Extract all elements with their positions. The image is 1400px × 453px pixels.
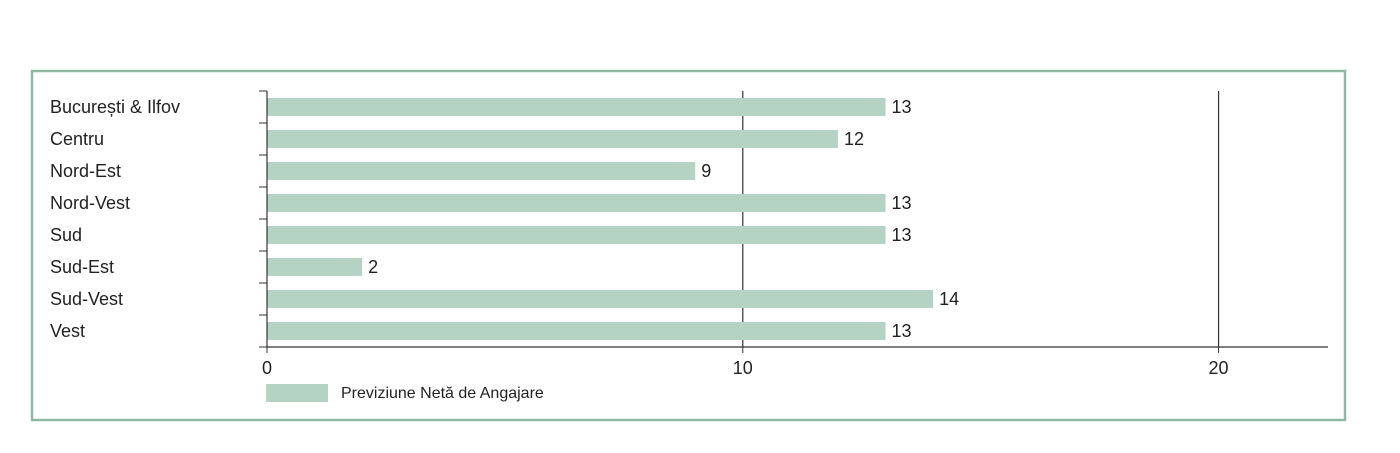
bar — [267, 226, 886, 244]
value-label: 13 — [892, 97, 912, 117]
bar — [267, 258, 363, 276]
x-tick-label: 0 — [262, 358, 272, 378]
value-label: 9 — [701, 161, 711, 181]
y-tick-label: Sud — [50, 225, 82, 245]
bar — [267, 162, 696, 180]
value-label: 2 — [368, 257, 378, 277]
bar — [267, 98, 886, 116]
value-label: 13 — [892, 321, 912, 341]
value-label: 12 — [844, 129, 864, 149]
frame — [30, 69, 1347, 422]
x-tick-label: 20 — [1209, 358, 1229, 378]
value-label: 13 — [892, 193, 912, 213]
y-tick-label: Nord-Est — [50, 161, 121, 181]
value-label: 13 — [892, 225, 912, 245]
y-tick-label: Centru — [50, 129, 104, 149]
y-tick-label: Nord-Vest — [50, 193, 130, 213]
x-tick-label: 10 — [733, 358, 753, 378]
y-tick-label: Sud-Vest — [50, 289, 123, 309]
legend-label: Previziune Netă de Angajare — [341, 385, 544, 402]
bar — [267, 194, 886, 212]
value-label: 14 — [939, 289, 959, 309]
legend-swatch — [266, 384, 328, 402]
bar — [267, 130, 838, 148]
bar — [267, 290, 934, 308]
y-tick-label: Sud-Est — [50, 257, 114, 277]
y-tick-label: București & Ilfov — [50, 97, 180, 117]
bar — [267, 322, 886, 340]
y-tick-label: Vest — [50, 321, 85, 341]
